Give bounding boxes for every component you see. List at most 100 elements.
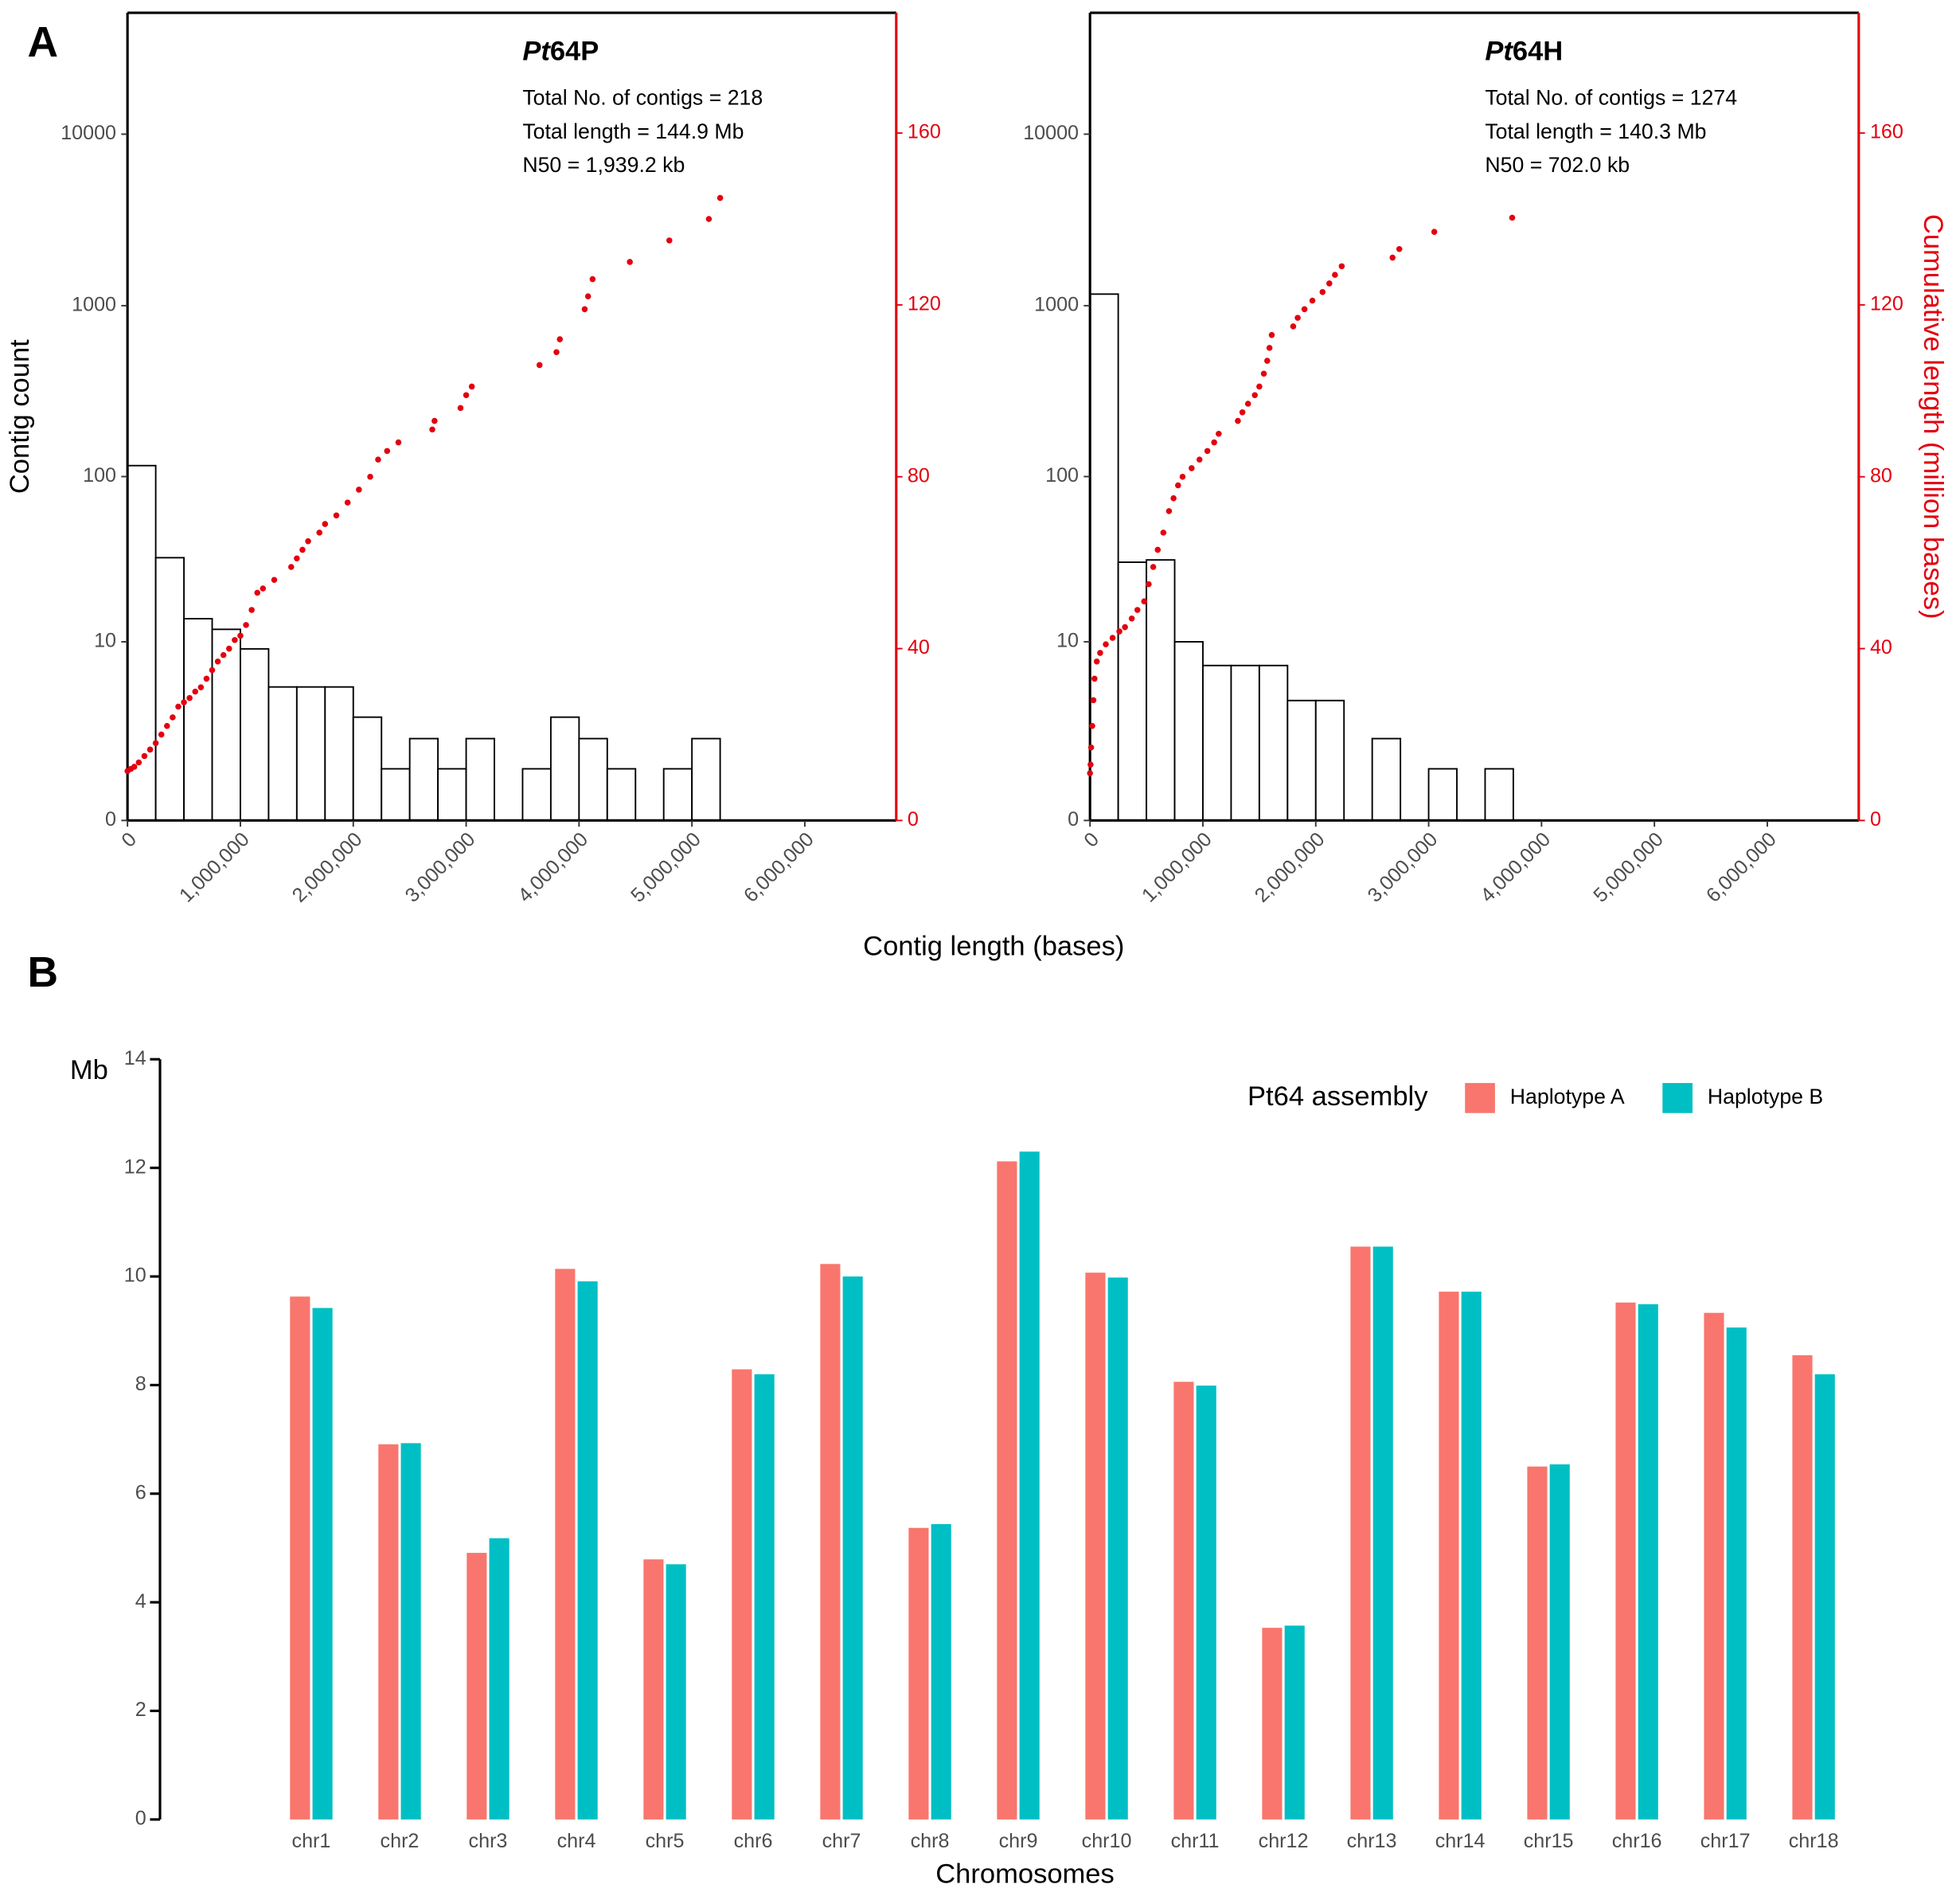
- cumulative-point: [248, 607, 255, 613]
- cumulative-point: [287, 564, 295, 570]
- bar: [400, 1443, 421, 1820]
- y2-tick-label: 160: [908, 121, 941, 143]
- histogram-bar: [578, 737, 608, 822]
- bar: [378, 1444, 399, 1820]
- bar: [1019, 1151, 1040, 1820]
- bar: [290, 1296, 310, 1820]
- cumulative-point: [333, 512, 340, 519]
- x-tick-label: chr2: [381, 1830, 420, 1852]
- y-tick-label: 1000: [72, 293, 116, 315]
- bar: [997, 1161, 1017, 1820]
- bar: [1461, 1292, 1482, 1820]
- cumulative-point: [536, 362, 543, 369]
- y-tick-label: 4: [135, 1590, 146, 1613]
- histogram-bar: [662, 768, 693, 822]
- annotation: N50 = 702.0 kb: [1485, 153, 1630, 177]
- histogram-bar: [691, 737, 721, 822]
- cumulative-point: [1122, 624, 1128, 631]
- cumulative-point: [254, 589, 260, 596]
- histogram-bar: [1427, 768, 1458, 822]
- bar: [1726, 1327, 1747, 1820]
- cumulative-point: [1264, 358, 1271, 364]
- histogram-bar: [521, 768, 552, 822]
- cumulative-point: [1097, 650, 1103, 656]
- cumulative-point: [146, 746, 154, 753]
- cumulative-point: [1189, 465, 1195, 471]
- cumulative-point: [186, 694, 193, 702]
- cumulative-point: [556, 336, 564, 342]
- cumulative-point: [1256, 383, 1263, 390]
- x-tick-label: 6,000,000: [740, 828, 818, 907]
- x-tick-label: chr6: [734, 1830, 773, 1852]
- y-tick-label: 8: [135, 1373, 146, 1395]
- cumulative-point: [457, 405, 464, 412]
- cumulative-point: [1160, 530, 1167, 536]
- x-tick-label: 4,000,000: [1476, 828, 1555, 907]
- legend-swatch: [1465, 1083, 1495, 1113]
- histogram-bar: [295, 686, 326, 822]
- y2-tick-label: 0: [908, 808, 919, 831]
- cumulative-point: [1090, 697, 1097, 704]
- cumulative-point: [158, 731, 165, 738]
- y2-tick-label: 160: [1870, 121, 1903, 143]
- y2-tick-label: 80: [1870, 464, 1892, 487]
- bar: [1085, 1272, 1106, 1820]
- bar: [312, 1308, 333, 1820]
- cumulative-point: [243, 622, 249, 628]
- cumulative-point: [299, 546, 306, 553]
- cumulative-point: [192, 688, 199, 695]
- histogram-bar: [240, 647, 270, 822]
- title-part: Pt: [1485, 36, 1513, 66]
- cumulative-point: [1260, 370, 1267, 377]
- histogram-bar: [549, 716, 580, 822]
- y-axis-label: Contig count: [5, 339, 35, 494]
- y-axis-label: Mb: [70, 1055, 108, 1085]
- cumulative-point: [627, 259, 633, 265]
- cumulative-point: [1175, 482, 1181, 489]
- x-axis-label: Contig length (bases): [863, 932, 1124, 962]
- cumulative-point: [1431, 229, 1438, 235]
- cumulative-point: [197, 684, 205, 690]
- cumulative-point: [1087, 744, 1095, 751]
- bar: [666, 1564, 686, 1820]
- annotation: Total length = 140.3 Mb: [1485, 119, 1706, 143]
- bar: [1439, 1292, 1459, 1820]
- y2-tick-label: 120: [908, 293, 941, 315]
- x-tick-label: chr9: [999, 1830, 1038, 1852]
- legend-title: Pt64 assembly: [1247, 1081, 1428, 1112]
- cumulative-point: [581, 306, 588, 313]
- annotation: N50 = 1,939.2 kb: [522, 153, 685, 177]
- legend-swatch: [1662, 1083, 1693, 1113]
- histogram-bar: [1230, 664, 1260, 822]
- y-tick-label: 1000: [1034, 293, 1079, 315]
- y-tick-label: 10: [1056, 630, 1079, 652]
- cumulative-point: [429, 426, 435, 433]
- bar: [931, 1523, 951, 1820]
- cumulative-point: [1141, 598, 1148, 604]
- cumulative-point: [1216, 430, 1222, 437]
- histogram-bar: [381, 768, 411, 822]
- x-tick-label: 2,000,000: [1251, 828, 1329, 907]
- cumulative-point: [181, 699, 187, 706]
- bar: [842, 1276, 863, 1820]
- bar: [908, 1527, 929, 1820]
- bar: [1284, 1625, 1305, 1820]
- cumulative-point: [1089, 722, 1095, 729]
- cumulative-point: [135, 759, 143, 766]
- histogram-bar: [1258, 664, 1289, 822]
- y-tick-label: 14: [124, 1047, 146, 1069]
- histogram-bar: [1314, 699, 1345, 822]
- cumulative-point: [589, 276, 596, 283]
- cumulative-point: [1091, 675, 1098, 682]
- cumulative-point: [1268, 331, 1275, 338]
- histogram-bar: [1089, 293, 1119, 822]
- cumulative-point: [1266, 345, 1273, 351]
- x-tick-label: chr14: [1435, 1830, 1486, 1852]
- bar: [820, 1264, 841, 1820]
- chart-title: Pt64H: [1485, 36, 1563, 66]
- cumulative-point: [344, 499, 351, 506]
- bar: [1792, 1355, 1813, 1820]
- bar: [1638, 1304, 1658, 1820]
